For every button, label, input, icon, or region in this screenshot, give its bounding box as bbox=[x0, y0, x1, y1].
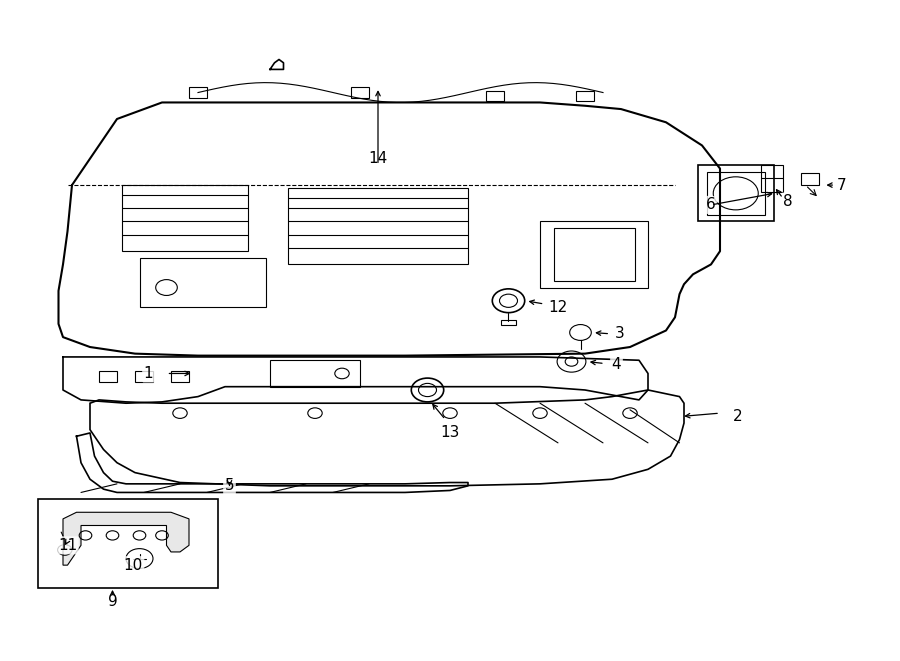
Bar bbox=[288, 188, 468, 264]
Bar bbox=[99, 371, 117, 382]
Bar bbox=[501, 320, 516, 325]
Bar bbox=[760, 165, 783, 192]
Text: 7: 7 bbox=[837, 178, 846, 192]
Text: 11: 11 bbox=[58, 538, 77, 553]
Bar bbox=[698, 165, 774, 221]
Text: 12: 12 bbox=[548, 300, 568, 315]
Text: 2: 2 bbox=[734, 409, 742, 424]
Text: 4: 4 bbox=[612, 358, 621, 372]
Bar bbox=[801, 173, 819, 185]
Bar bbox=[351, 87, 369, 98]
Bar bbox=[540, 221, 648, 288]
Text: 14: 14 bbox=[368, 151, 388, 166]
Bar bbox=[38, 499, 218, 588]
Bar bbox=[171, 371, 189, 382]
Bar bbox=[486, 91, 504, 101]
Bar bbox=[554, 228, 634, 281]
Text: 9: 9 bbox=[108, 594, 117, 609]
Bar bbox=[189, 87, 207, 98]
Bar bbox=[140, 258, 266, 307]
Text: 5: 5 bbox=[225, 479, 234, 493]
Bar bbox=[122, 185, 248, 251]
Polygon shape bbox=[90, 390, 684, 486]
Text: 1: 1 bbox=[144, 366, 153, 381]
Polygon shape bbox=[63, 512, 189, 565]
Text: 3: 3 bbox=[615, 327, 624, 341]
Text: 8: 8 bbox=[783, 194, 792, 209]
Bar bbox=[135, 371, 153, 382]
Bar bbox=[706, 172, 765, 215]
Bar bbox=[576, 91, 594, 101]
Text: 13: 13 bbox=[440, 426, 460, 440]
Text: 10: 10 bbox=[123, 558, 143, 572]
Bar bbox=[270, 360, 360, 387]
Text: 6: 6 bbox=[706, 198, 716, 212]
